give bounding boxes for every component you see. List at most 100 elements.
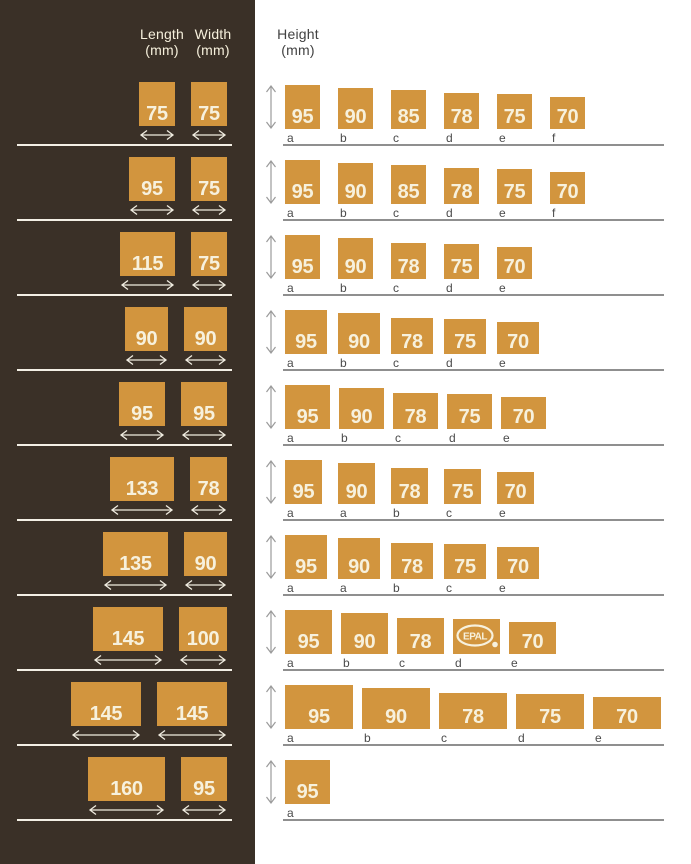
width-arrow-icon [191, 204, 227, 216]
width-arrow-icon [184, 354, 227, 366]
height-letter: d [446, 131, 453, 145]
width-arrow-icon [157, 729, 227, 741]
height-letter: a [287, 731, 294, 745]
height-letter: e [511, 656, 518, 670]
width-arrow-icon [191, 279, 227, 291]
length-block: 75 [139, 82, 175, 126]
height-arrow-icon [265, 159, 277, 205]
height-letter: a [287, 356, 294, 370]
width-arrow-icon [179, 654, 227, 666]
height-block: 90 [338, 163, 373, 204]
height-block: 90 [338, 238, 373, 279]
height-block: 85 [391, 165, 426, 204]
row-separator [17, 369, 232, 371]
length-value: 95 [131, 403, 153, 425]
height-block: 95 [285, 535, 327, 579]
height-letter: a [287, 806, 294, 820]
height-letter: b [340, 131, 347, 145]
length-value: 160 [110, 778, 143, 800]
height-value: 78 [450, 106, 473, 128]
height-block: 95 [285, 610, 332, 654]
height-arrow-icon [265, 459, 277, 505]
height-block: 70 [497, 322, 539, 354]
dimension-row: 115 75 [0, 221, 255, 296]
width-value: 145 [175, 703, 209, 725]
length-value: 95 [141, 178, 163, 200]
length-value: 145 [111, 628, 145, 650]
height-block: 90 [338, 463, 375, 504]
height-value: 78 [404, 406, 427, 428]
height-value: 90 [344, 181, 367, 203]
height-letter: c [393, 356, 399, 370]
height-value: 90 [345, 481, 368, 503]
row-separator [17, 819, 232, 821]
height-letter: c [393, 281, 399, 295]
length-arrow-icon [120, 279, 175, 291]
height-value: 95 [291, 181, 314, 203]
height-value: 85 [397, 106, 420, 128]
height-value: 70 [521, 631, 544, 653]
height-value: 75 [454, 556, 476, 578]
height-column-header: Height (mm) [270, 26, 326, 58]
height-letter: b [393, 581, 400, 595]
length-value: 115 [131, 253, 164, 275]
height-value: 75 [458, 406, 481, 428]
heights-row: 95 a [255, 746, 691, 821]
heights-row: 95 a 90 a 78 b 75 c 70 e [255, 446, 691, 521]
height-arrow-icon [265, 534, 277, 580]
height-letter: a [287, 131, 294, 145]
width-block: 95 [181, 382, 227, 426]
length-block: 135 [103, 532, 168, 576]
height-value: 95 [308, 706, 330, 728]
dimension-row: 90 90 [0, 296, 255, 371]
width-block: 78 [190, 457, 227, 501]
width-value: 95 [193, 778, 215, 800]
height-block: 75 [444, 469, 481, 504]
height-value: 95 [295, 331, 317, 353]
height-block: 95 [285, 310, 327, 354]
height-block: 70 [593, 697, 661, 729]
width-block: 145 [157, 682, 227, 726]
height-letter: b [341, 431, 348, 445]
length-block: 133 [110, 457, 174, 501]
height-value: 95 [297, 631, 320, 653]
heights-row: 95 a 90 a 78 b 75 c 70 e [255, 521, 691, 596]
height-block: 78 [444, 93, 479, 129]
length-header-unit: (mm) [145, 42, 179, 58]
height-letter: d [446, 281, 453, 295]
height-letter: d [446, 206, 453, 220]
length-value: 135 [119, 553, 152, 575]
length-block: 90 [125, 307, 168, 351]
height-block: 70 [550, 97, 585, 129]
height-block: 90 [341, 613, 388, 654]
height-letter: b [393, 506, 400, 520]
height-block: 90 [338, 538, 380, 579]
row-separator [283, 594, 664, 596]
width-block: 75 [191, 232, 227, 276]
height-arrow-icon [265, 609, 277, 655]
height-letter: d [449, 431, 456, 445]
length-arrow-icon [129, 204, 175, 216]
width-header-label: Width [194, 26, 232, 42]
height-letter: c [393, 206, 399, 220]
height-value: 95 [292, 481, 315, 503]
height-block: 70 [497, 547, 539, 579]
height-letter: c [446, 581, 452, 595]
row-separator [283, 669, 664, 671]
width-arrow-icon [181, 804, 227, 816]
height-block: 78 [439, 693, 507, 729]
width-block: 90 [184, 307, 227, 351]
length-arrow-icon [103, 579, 168, 591]
length-column-header: Length (mm) [128, 26, 196, 58]
height-block: 75 [444, 544, 486, 579]
height-letter: a [340, 581, 347, 595]
svg-text:EPAL: EPAL [463, 631, 487, 642]
width-arrow-icon [190, 504, 227, 516]
height-value: 78 [450, 181, 473, 203]
height-value: 70 [507, 556, 529, 578]
height-letter: c [399, 656, 405, 670]
height-block: 95 [285, 160, 320, 204]
height-header-label: Height [277, 26, 319, 42]
height-block: 95 [285, 235, 320, 279]
height-block: 78 [391, 243, 426, 279]
